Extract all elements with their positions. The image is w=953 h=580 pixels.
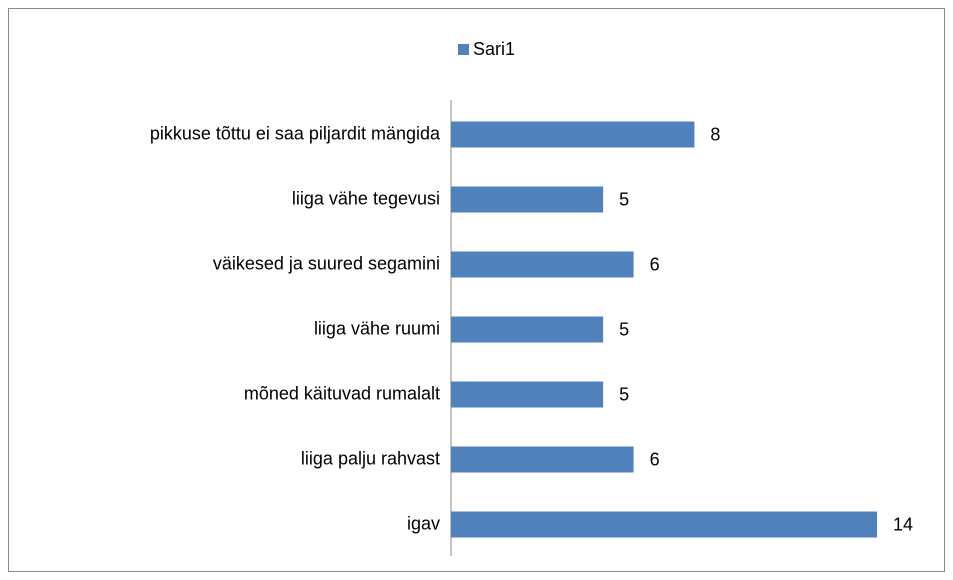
data-label: 6	[650, 449, 660, 469]
chart-frame	[8, 8, 945, 572]
bar	[451, 511, 877, 538]
legend-label: Sari1	[473, 39, 515, 59]
data-label: 5	[619, 384, 629, 404]
data-label: 5	[619, 189, 629, 209]
data-label: 14	[893, 514, 913, 534]
bar	[451, 316, 604, 343]
bar	[451, 446, 634, 473]
data-label: 8	[710, 124, 720, 144]
legend-swatch	[458, 44, 469, 55]
y-tick-label: liiga vähe tegevusi	[292, 188, 440, 208]
y-tick-label: pikkuse tõttu ei saa piljardit mängida	[150, 123, 441, 143]
y-tick-label: mõned käituvad rumalalt	[244, 383, 440, 403]
y-tick-label: igav	[407, 513, 440, 533]
bar	[451, 186, 604, 213]
data-label: 5	[619, 319, 629, 339]
data-label: 6	[650, 254, 660, 274]
bar	[451, 381, 604, 408]
y-tick-label: liiga palju rahvast	[301, 448, 440, 468]
y-tick-label: väikesed ja suured segamini	[213, 253, 440, 273]
bar	[451, 251, 634, 278]
y-tick-label: liiga vähe ruumi	[314, 318, 440, 338]
bar	[451, 121, 695, 148]
